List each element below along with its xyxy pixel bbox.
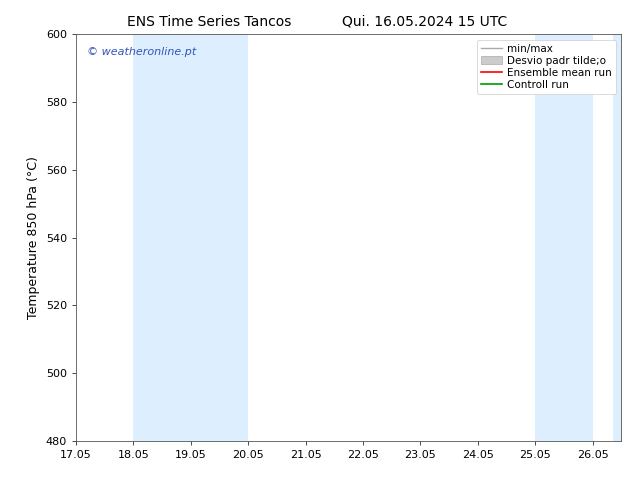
- Bar: [535, 34, 593, 441]
- Text: Qui. 16.05.2024 15 UTC: Qui. 16.05.2024 15 UTC: [342, 15, 507, 29]
- Legend: min/max, Desvio padr tilde;o, Ensemble mean run, Controll run: min/max, Desvio padr tilde;o, Ensemble m…: [477, 40, 616, 94]
- Y-axis label: Temperature 850 hPa (°C): Temperature 850 hPa (°C): [27, 156, 40, 319]
- Bar: [612, 34, 621, 441]
- Text: ENS Time Series Tancos: ENS Time Series Tancos: [127, 15, 292, 29]
- Text: © weatheronline.pt: © weatheronline.pt: [87, 47, 197, 56]
- Bar: [134, 34, 249, 441]
